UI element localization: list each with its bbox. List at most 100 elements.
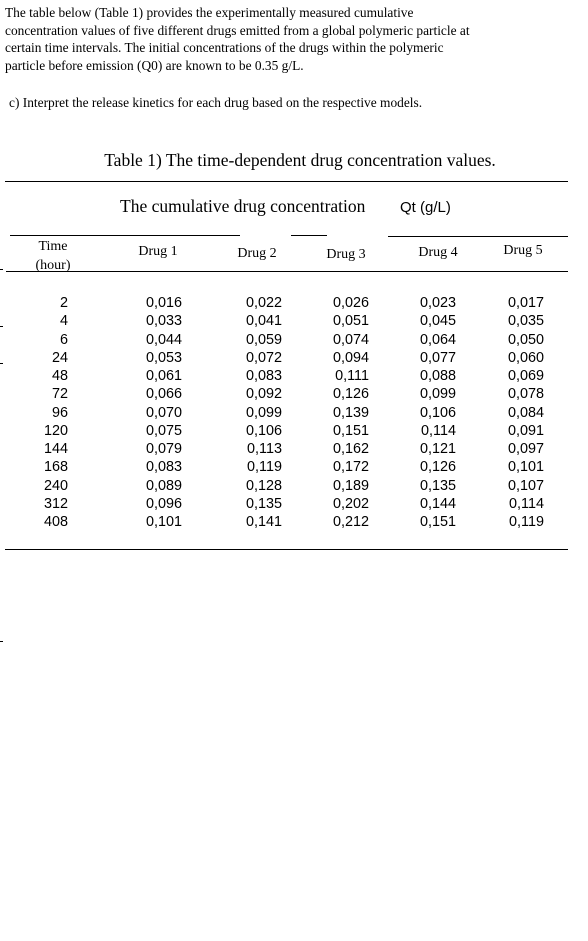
table-cell: 0,113: [247, 441, 282, 457]
table-cell: 0,101: [145, 514, 182, 530]
table-cell: 48: [51, 368, 68, 384]
header-drug-2: Drug 2: [237, 246, 277, 261]
subcaption-rule-left: [10, 235, 240, 236]
column-drug-1: 0,016 0,033 0,044 0,053 0,061 0,066 0,070 0,075…: [128, 294, 182, 531]
table-cell: 0,078: [507, 386, 544, 403]
question-c: c) Interpret the release kinetics for ea…: [9, 95, 423, 110]
table-cell: 0,023: [419, 295, 456, 311]
margin-tick: [0, 269, 3, 270]
table-cell: 0,053: [145, 349, 182, 366]
table-cell: 72: [51, 386, 68, 403]
table-cell: 0,061: [145, 368, 182, 384]
table-cell: 408: [43, 514, 68, 530]
header-time-label: Time: [38, 239, 68, 254]
table-cell: 0,099: [419, 386, 456, 403]
table-cell: 0,064: [419, 331, 456, 348]
table-cell: 120: [43, 422, 68, 439]
table-cell: 0,128: [245, 477, 282, 494]
table-cell: 0,121: [419, 441, 456, 457]
table-cell: 0,044: [145, 331, 182, 348]
table-cell: 0,026: [332, 295, 369, 311]
table-cell: 0,075: [145, 422, 182, 439]
margin-tick: [0, 363, 3, 364]
table-cell: 0,144: [419, 495, 456, 512]
table-cell: 0,084: [507, 404, 544, 421]
table-cell: 0,041: [245, 313, 282, 330]
table-cell: 0,189: [332, 477, 369, 494]
table-cell: 0,045: [419, 313, 456, 330]
table-cell: 0,114: [509, 495, 544, 512]
table-cell: 0,089: [145, 477, 182, 494]
table-cell: 0,106: [419, 404, 456, 421]
table-cell: 0,069: [507, 368, 544, 384]
table-cell: 168: [43, 459, 68, 476]
table-cell: 0,022: [245, 295, 282, 311]
column-time: 2 4 6 24 48 72 96 120 144 168 240 312 408: [20, 294, 68, 531]
subcaption-rule-right: [388, 236, 568, 237]
table-cell: 0,101: [507, 459, 544, 476]
table-cell: 96: [51, 404, 68, 421]
table-cell: 0,151: [419, 514, 456, 530]
table-cell: 0,016: [145, 295, 182, 311]
table-cell: 0,212: [332, 514, 369, 530]
table-caption: Table 1) The time-dependent drug concent…: [104, 150, 496, 170]
table-cell: 0,088: [419, 368, 456, 384]
column-drug-5: 0,017 0,035 0,050 0,060 0,069 0,078 0,084 0,091…: [490, 294, 544, 531]
table-subcaption: The cumulative drug concentration: [120, 196, 366, 216]
table-cell: 0,072: [245, 349, 282, 366]
table-cell: 0,126: [332, 386, 369, 403]
header-drug-3: Drug 3: [326, 247, 366, 262]
table-cell: 240: [43, 477, 68, 494]
table-cell: 0,050: [507, 331, 544, 348]
table-cell: 0,106: [245, 422, 282, 439]
table-cell: 0,066: [145, 386, 182, 403]
table-cell: 0,051: [332, 313, 369, 330]
column-drug-3: 0,026 0,051 0,074 0,094 0,111 0,126 0,139 0,151…: [315, 294, 369, 531]
table-cell: 0,033: [145, 313, 182, 330]
table-cell: 0,162: [332, 441, 369, 457]
table-cell: 0,139: [332, 404, 369, 421]
header-drug-1: Drug 1: [138, 244, 178, 259]
table-cell: 0,083: [245, 368, 282, 384]
table-cell: 0,135: [245, 495, 282, 512]
table-cell: 0,096: [145, 495, 182, 512]
table-cell: 312: [43, 495, 68, 512]
table-cell: 0,070: [145, 404, 182, 421]
table-cell: 0,126: [419, 459, 456, 476]
table-cell: 0,074: [332, 331, 369, 348]
header-rule: [6, 271, 568, 272]
table-top-rule: [5, 181, 568, 182]
table-cell: 144: [43, 441, 68, 457]
table-unit: Qt (g/L): [400, 199, 451, 216]
table-cell: 0,079: [145, 441, 182, 457]
table-cell: 2: [59, 295, 68, 311]
column-drug-2: 0,022 0,041 0,059 0,072 0,083 0,092 0,099 0,106…: [228, 294, 282, 531]
table-cell: 0,114: [421, 422, 456, 439]
table-cell: 6: [59, 331, 68, 348]
table-cell: 0,099: [245, 404, 282, 421]
table-cell: 0,119: [509, 514, 544, 530]
margin-tick: [0, 641, 3, 642]
header-time: Time (hour): [30, 237, 76, 275]
table-cell: 0,035: [507, 313, 544, 330]
table-cell: 0,059: [245, 331, 282, 348]
table-cell: 0,017: [507, 295, 544, 311]
header-time-unit: (hour): [35, 258, 71, 273]
table-cell: 0,151: [332, 422, 369, 439]
table-cell: 0,141: [245, 514, 282, 530]
table-bottom-rule: [5, 549, 568, 550]
header-drug-5: Drug 5: [503, 243, 543, 258]
table-cell: 0,092: [245, 386, 282, 403]
table-cell: 0,094: [332, 349, 369, 366]
table-cell: 0,111: [335, 368, 369, 384]
table-cell: 24: [51, 349, 68, 366]
table-cell: 0,172: [332, 459, 369, 476]
table-cell: 0,097: [507, 441, 544, 457]
intro-paragraph: The table below (Table 1) provides the e…: [5, 5, 470, 73]
header-drug-4: Drug 4: [418, 245, 458, 260]
table-cell: 0,107: [507, 477, 544, 494]
table-cell: 0,060: [507, 349, 544, 366]
table-cell: 0,202: [332, 495, 369, 512]
table-cell: 0,091: [507, 422, 544, 439]
table-cell: 0,077: [419, 349, 456, 366]
